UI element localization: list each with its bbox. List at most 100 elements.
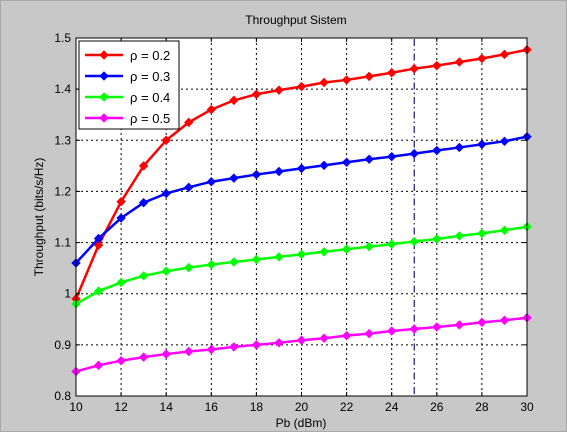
- x-tick-label: 30: [520, 400, 534, 414]
- legend-label: ρ = 0.3: [130, 69, 170, 84]
- data-point-marker: [319, 333, 329, 343]
- x-tick-label: 12: [114, 400, 128, 414]
- data-point-marker: [341, 75, 352, 85]
- legend-marker: [99, 113, 109, 123]
- data-point-marker: [364, 328, 374, 339]
- series-3: [71, 222, 532, 309]
- data-point-marker: [93, 286, 104, 296]
- data-point-marker: [116, 356, 126, 366]
- data-point-marker: [93, 240, 104, 250]
- y-tick-label: 0.9: [54, 338, 71, 352]
- data-point-marker: [454, 142, 465, 153]
- series-1: [71, 45, 532, 304]
- data-point-marker: [206, 344, 217, 355]
- data-point-marker: [229, 257, 239, 267]
- data-point-marker: [386, 239, 397, 249]
- data-point-marker: [138, 352, 149, 362]
- x-tick-label: 26: [430, 400, 444, 414]
- legend-item: ρ = 0.2: [85, 48, 170, 63]
- legend-item: ρ = 0.3: [85, 69, 170, 84]
- legend-marker: [99, 71, 109, 81]
- x-tick-label: 14: [160, 400, 174, 414]
- data-point-marker: [319, 247, 329, 257]
- data-point-marker: [274, 85, 284, 95]
- data-point-marker: [161, 135, 171, 145]
- legend-item: ρ = 0.5: [85, 111, 170, 126]
- data-point-marker: [409, 63, 419, 74]
- legend-marker: [99, 92, 109, 102]
- data-point-marker: [386, 68, 397, 78]
- legend-label: ρ = 0.5: [130, 111, 170, 126]
- data-point-marker: [386, 326, 397, 336]
- data-point-marker: [477, 228, 487, 239]
- y-axis-label: Throughput (bits/s/Hz): [32, 158, 46, 277]
- data-point-marker: [206, 259, 217, 270]
- data-point-marker: [296, 163, 307, 174]
- data-point-marker: [274, 166, 284, 177]
- data-point-marker: [409, 324, 419, 334]
- data-point-marker: [296, 81, 307, 92]
- data-point-marker: [184, 117, 194, 128]
- data-point-marker: [93, 360, 104, 371]
- y-tick-label: 1.5: [54, 31, 71, 45]
- data-point-marker: [432, 234, 442, 244]
- x-tick-label: 18: [250, 400, 264, 414]
- x-tick-label: 10: [69, 400, 83, 414]
- data-point-marker: [116, 213, 126, 223]
- data-point-marker: [229, 95, 239, 106]
- data-point-marker: [319, 160, 329, 171]
- data-point-marker: [341, 330, 352, 341]
- data-point-marker: [116, 277, 126, 288]
- data-point-marker: [499, 49, 510, 60]
- data-point-marker: [386, 151, 397, 162]
- data-point-marker: [432, 145, 442, 156]
- data-point-marker: [432, 60, 442, 71]
- data-point-marker: [184, 346, 194, 357]
- data-point-marker: [138, 161, 149, 171]
- x-tick-label: 16: [205, 400, 219, 414]
- data-point-marker: [138, 197, 149, 208]
- data-point-marker: [454, 320, 465, 330]
- x-tick-label: 24: [385, 400, 399, 414]
- data-point-marker: [409, 236, 419, 247]
- y-tick-label: 1.4: [54, 82, 71, 96]
- axis-ticks: 10 12 14 16 18 20 22 24 26 28 30 0.8 0.9 1 1.1 1.2 1.3 1.…: [54, 31, 534, 414]
- y-tick-label: 1.3: [54, 133, 71, 147]
- legend-item: ρ = 0.4: [85, 90, 170, 105]
- data-point-marker: [454, 57, 465, 67]
- data-point-marker: [274, 338, 284, 348]
- data-point-marker: [341, 244, 352, 254]
- data-point-marker: [454, 231, 465, 241]
- data-point-marker: [364, 154, 374, 164]
- data-point-marker: [499, 225, 510, 236]
- legend-marker: [99, 50, 109, 60]
- x-tick-label: 28: [475, 400, 489, 414]
- data-point-marker: [161, 188, 171, 199]
- y-tick-label: 1.2: [54, 184, 71, 198]
- data-point-marker: [251, 89, 262, 99]
- x-tick-label: 20: [295, 400, 309, 414]
- chart-title: Throughput Sistem: [245, 13, 346, 27]
- y-tick-label: 1: [64, 287, 71, 301]
- data-point-marker: [409, 148, 419, 159]
- data-point-marker: [477, 139, 487, 150]
- data-point-marker: [296, 335, 307, 345]
- data-point-marker: [499, 136, 510, 147]
- data-point-marker: [499, 315, 510, 326]
- legend: ρ = 0.2 ρ = 0.3 ρ = 0.4 ρ = 0.5: [78, 40, 180, 130]
- data-point-marker: [116, 196, 126, 207]
- data-point-marker: [274, 252, 284, 262]
- data-point-marker: [251, 340, 262, 350]
- data-point-marker: [206, 177, 217, 187]
- data-point-marker: [319, 77, 329, 88]
- data-point-marker: [138, 271, 149, 281]
- data-point-marker: [206, 104, 217, 115]
- data-point-marker: [229, 342, 239, 352]
- data-point-marker: [364, 71, 374, 82]
- data-point-marker: [229, 173, 239, 183]
- data-point-marker: [161, 266, 171, 276]
- legend-label: ρ = 0.2: [130, 48, 170, 63]
- data-point-marker: [341, 157, 352, 167]
